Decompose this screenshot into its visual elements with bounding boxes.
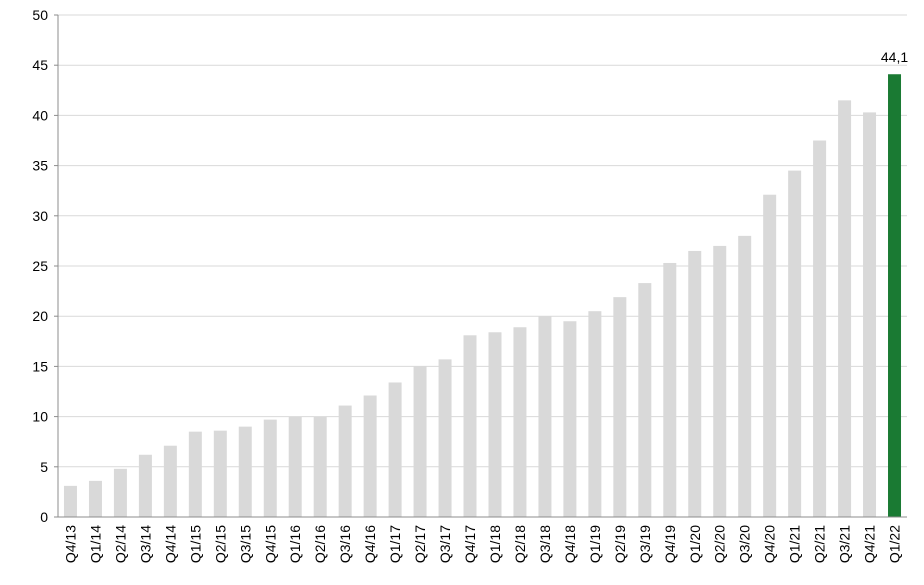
bar-Q2-20 [713,245,727,518]
bar-Q3-17 [438,359,452,517]
x-tick-label: Q2/16 [312,525,328,563]
bar-Q4-17 [463,335,477,517]
x-tick-label: Q4/19 [662,525,678,563]
y-axis-tick-labels: 0 5 10 15 20 25 30 35 40 45 50 [32,7,58,525]
gridlines [58,14,907,468]
x-tick-label: Q3/20 [737,525,753,563]
bar-Q3-15 [238,426,252,517]
x-tick-label: Q4/15 [262,525,278,563]
bar-Q1-20 [688,250,702,517]
bar-Q1-18 [488,332,502,517]
y-tick-label: 25 [32,258,48,274]
x-tick-label: Q1/20 [687,525,703,563]
data-labels: 44,1 [881,49,908,65]
x-tick-label: Q2/21 [812,525,828,563]
x-tick-label: Q4/20 [762,525,778,563]
x-tick-label: Q3/21 [837,525,853,563]
x-tick-label: Q1/16 [287,525,303,563]
x-tick-label: Q3/16 [337,525,353,563]
y-tick-label: 15 [32,358,48,374]
bar-Q4-15 [263,419,277,517]
axes [57,15,907,518]
bar-Q4-19 [663,262,677,517]
bars [63,74,902,518]
bar-Q1-21 [788,170,802,517]
bar-Q1-15 [188,431,202,517]
bar-Q2-15 [213,430,227,517]
bar-Q2-18 [513,327,527,517]
y-tick-label: 50 [32,7,48,23]
x-tick-label: Q1/18 [487,525,503,563]
bar-Q4-16 [363,395,377,517]
x-axis-tick-labels: Q4/13 Q1/14 Q2/14 Q3/14 Q4/14 Q1/15 Q2/15 Q3/15… [62,525,902,563]
y-tick-label: 35 [32,158,48,174]
x-tick-label: Q2/17 [412,525,428,563]
bar-Q3-20 [738,235,752,517]
bar-Q1-17 [388,382,402,517]
y-tick-label: 45 [32,57,48,73]
x-tick-label: Q4/13 [62,525,78,563]
bar-Q2-17 [413,366,427,517]
x-tick-label: Q4/21 [862,525,878,563]
x-tick-label: Q3/14 [137,525,153,563]
x-tick-label: Q4/17 [462,525,478,563]
x-tick-label: Q3/15 [237,525,253,563]
x-tick-label: Q2/20 [712,525,728,563]
bar-Q4-21 [863,112,877,517]
bar-Q4-13 [63,485,77,517]
bar-Q1-22 [888,74,902,518]
y-tick-label: 20 [32,308,48,324]
bar-Q2-16 [313,416,327,517]
x-tick-label: Q3/19 [637,525,653,563]
bar-Q3-21 [838,100,852,517]
x-tick-label: Q1/14 [87,525,103,563]
x-tick-label: Q2/14 [112,525,128,563]
x-tick-label: Q2/19 [612,525,628,563]
bar-Q3-19 [638,283,652,517]
x-tick-label: Q1/21 [787,525,803,563]
x-tick-label: Q4/18 [562,525,578,563]
y-tick-label: 5 [40,459,48,475]
x-tick-label: Q2/15 [212,525,228,563]
bar-Q2-14 [113,468,127,517]
y-tick-label: 30 [32,208,48,224]
bar-Q1-14 [88,480,102,517]
bar-Q1-16 [288,416,302,517]
x-tick-label: Q1/19 [587,525,603,563]
bar-Q4-18 [563,321,577,517]
y-tick-label: 40 [32,107,48,123]
data-label: 44,1 [881,49,908,65]
bar-Q2-19 [613,297,627,517]
x-tick-label: Q1/17 [387,525,403,563]
y-tick-label: 0 [40,509,48,525]
y-tick-label: 10 [32,409,48,425]
x-tick-label: Q4/16 [362,525,378,563]
bar-Q4-14 [163,445,177,517]
x-tick-label: Q1/22 [887,525,903,563]
bar-Q2-21 [813,140,827,517]
bar-Q3-14 [138,454,152,517]
x-tick-label: Q4/14 [162,525,178,563]
x-tick-label: Q3/17 [437,525,453,563]
x-tick-label: Q1/15 [187,525,203,563]
bar-Q3-16 [338,405,352,517]
x-tick-label: Q2/18 [512,525,528,563]
bar-Q3-18 [538,316,552,517]
x-tick-label: Q3/18 [537,525,553,563]
bar-Q1-19 [588,311,602,517]
bar-Q4-20 [763,194,777,517]
